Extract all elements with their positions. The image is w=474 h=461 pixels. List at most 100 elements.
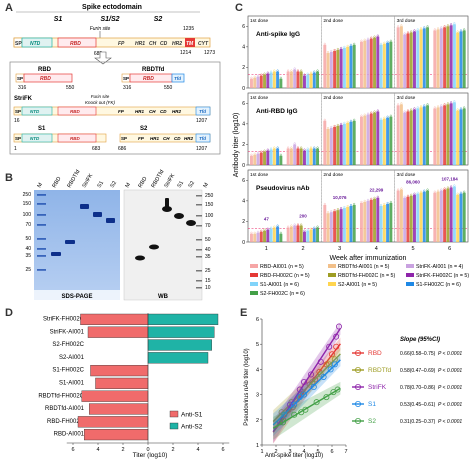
construct-strifk-ntd: NTD [30,109,40,114]
c-point [376,195,379,198]
d-bar-anti-s1 [87,326,149,338]
lane-left-rbd: RBD [52,176,63,189]
c-point [437,27,440,30]
e-legend-p: P < 0.0001 [438,385,462,391]
mw-left-35: 35 [25,253,31,259]
construct-s2-fp: FP [138,136,145,141]
c-ytick-label: 6 [242,101,245,107]
d-xtick-label: 6 [221,447,224,453]
c-ytick-label: 0 [242,163,245,169]
c-point [250,153,253,156]
c-bar [396,27,400,88]
lane-labels-right: M RBD RBDTfd StriFK S1 S2 [125,169,197,189]
c-point [327,211,330,214]
c-point [400,102,403,105]
c-subplot-title: Anti-spike IgG [256,31,300,38]
c-bar [286,227,290,242]
c-legend-label: StriFK-FH002C (n = 5) [416,273,469,279]
c-week-label: 3 [338,246,341,252]
dom-sp: SP [15,41,22,47]
mw-right-10: 10 [205,285,211,291]
c-point [459,107,462,110]
c-bar [256,232,260,242]
c-point [406,194,409,197]
c-dose-label: 1st dose [250,95,268,101]
c-point [263,149,266,152]
construct-strifk-rbd: RBD [70,109,80,114]
construct-rbd-end: 550 [66,85,75,91]
c-legend-label: RBDTfd-AI001 (n = 5) [338,264,390,270]
c-point [406,31,409,34]
construct-s1-ntd: NTD [30,136,40,141]
c-point [433,106,436,109]
e-point [310,384,317,391]
c-bar [376,36,380,88]
c-bar [449,187,453,242]
e-point [281,411,288,418]
c-subplot-title: Pseudovirus nAb [256,185,309,192]
construct-s1-end: 683 [92,146,101,152]
c-bar [333,50,337,88]
d-bar-anti-s2 [147,326,215,338]
c-bar [253,77,257,88]
lane-left-s1: S1 [97,180,106,189]
c-point [420,190,423,193]
c-point [260,73,263,76]
panel-c: Antibody titer (log10) 1st dose 2nd dose 3… [233,15,469,297]
c-point [459,29,462,32]
d-bar-anti-s1 [77,416,149,428]
construct-strifk-fp: FP [118,109,125,114]
c-point [389,200,392,203]
d-legend-label: Anti-S2 [181,424,203,431]
construct-s2-sp: SP [121,136,127,141]
e-legend-slope: 0.78(0.70–0.86) [400,385,436,391]
sds-page-gel [34,190,120,300]
c-bar [329,127,333,165]
c-point [416,106,419,109]
c-bar [259,231,263,242]
e-ytick-label: 2 [256,418,259,424]
c-subplot-title: Anti-RBD IgG [256,108,298,115]
c-week-label: 2 [301,246,304,252]
c-bar [349,45,353,88]
c-week-label: 6 [448,246,451,252]
c-point [353,118,356,121]
c-point [440,188,443,191]
c-bar [360,202,363,242]
construct-rbd-name: RBD [38,67,52,73]
lane-left-m: M [37,182,45,189]
c-bar [256,153,260,165]
c-bar [272,148,276,165]
c-bar [333,211,337,242]
e-point [313,399,320,406]
c-point [386,40,389,43]
lane-right-s1: S1 [177,180,186,189]
c-bar [443,27,447,88]
c-bar [253,233,257,242]
d-xtick-label: 4 [196,447,199,453]
e-legend-marker [355,350,362,357]
c-point [353,202,356,205]
construct-strifk-end: 1207 [196,118,207,124]
construct-rbdtfd-start: 316 [123,85,132,91]
c-bar [250,233,253,242]
c-legend-label: S1-FH002C (n = 6) [416,282,461,288]
construct-s2-end: 1207 [196,146,207,152]
c-bar [403,112,407,165]
d-xlabel: Titer (log10) [133,452,168,459]
c-point [257,151,260,154]
c-bar [456,32,460,88]
c-point [363,38,366,41]
c-legend-label: S2-AI001 (n = 5) [338,282,377,288]
c-bar [416,108,420,165]
c-point [353,42,356,45]
c-bar [369,199,373,242]
c-point [310,146,313,149]
c-bar [373,112,377,165]
c-ytick-label: 6 [242,178,245,184]
c-point [437,189,440,192]
c-point [273,225,276,228]
c-bar [312,72,316,88]
c-point [420,105,423,108]
c-legend-swatch [250,291,258,295]
